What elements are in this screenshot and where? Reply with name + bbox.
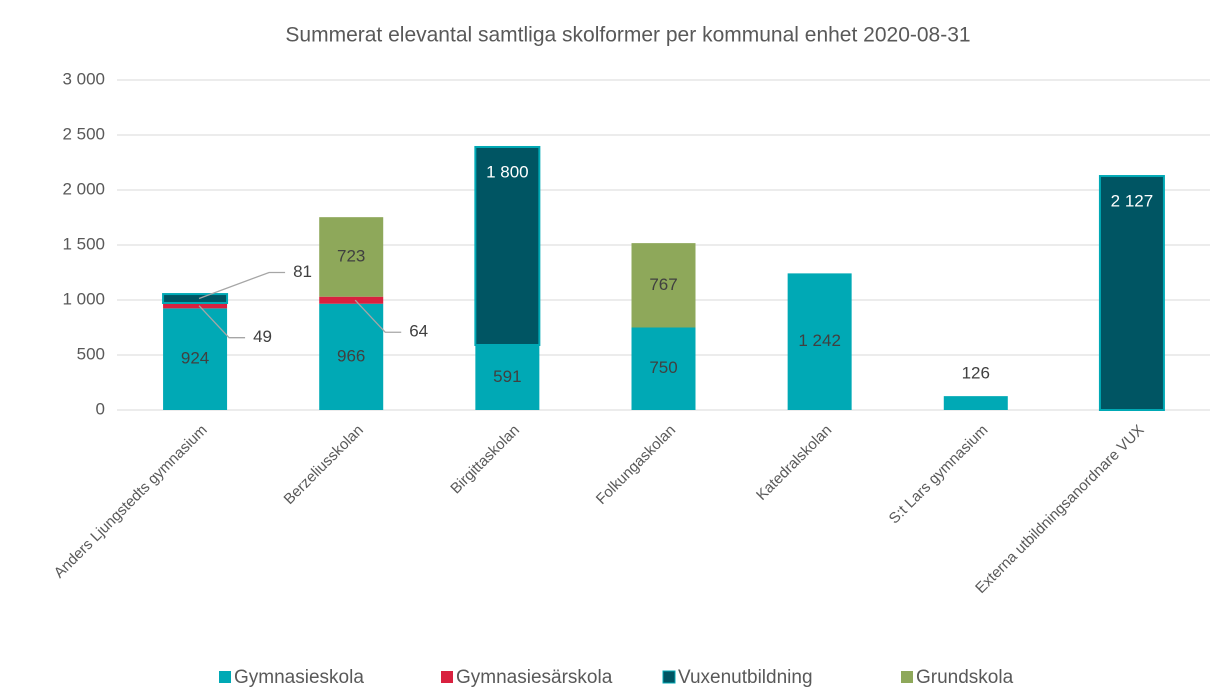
bar-segment — [163, 302, 228, 309]
bar-segment — [943, 396, 1008, 410]
bar-segment — [163, 308, 228, 410]
data-label: 64 — [409, 322, 428, 341]
y-tick-label: 2 000 — [62, 179, 105, 198]
data-label: 1 242 — [798, 331, 841, 350]
bar-segment — [475, 344, 540, 410]
bar-segment — [319, 303, 384, 410]
x-tick-label: Folkungaskolan — [593, 422, 679, 508]
data-label: 966 — [337, 346, 365, 365]
data-label: 81 — [293, 262, 312, 281]
bar-segment — [631, 243, 696, 328]
data-label: 591 — [493, 367, 521, 386]
y-tick-label: 0 — [96, 399, 105, 418]
x-tick-label: Externa utbildningsanordnare VUX — [972, 422, 1147, 597]
data-label: 723 — [337, 246, 365, 265]
y-tick-label: 1 500 — [62, 234, 105, 253]
legend-swatch — [441, 671, 453, 683]
leader-line — [198, 305, 246, 339]
bar-segment — [787, 273, 852, 410]
x-tick-label: Birgittaskolan — [447, 422, 523, 498]
data-label: 750 — [649, 358, 677, 377]
data-label: 924 — [181, 349, 209, 368]
y-tick-label: 1 000 — [62, 289, 105, 308]
bar-segment — [319, 217, 384, 297]
legend-label: Gymnasiesärskola — [456, 667, 613, 688]
y-tick-label: 3 000 — [62, 69, 105, 88]
legend-swatch — [901, 671, 913, 683]
leader-line — [354, 299, 402, 333]
chart-title: Summerat elevantal samtliga skolformer p… — [285, 24, 970, 47]
legend-label: Vuxenutbildning — [678, 667, 813, 688]
x-tick-label: S:t Lars gymnasium — [886, 422, 992, 528]
data-label: 1 800 — [486, 162, 529, 181]
y-tick-label: 500 — [77, 344, 105, 363]
legend-label: Gymnasieskola — [234, 667, 364, 688]
bar-segment — [162, 293, 229, 304]
x-tick-label: Katedralskolan — [753, 422, 835, 504]
data-label: 126 — [962, 364, 990, 383]
data-label: 49 — [253, 327, 272, 346]
bar-segment — [1098, 175, 1165, 411]
bar-segment — [631, 327, 696, 410]
leader-line — [198, 271, 286, 300]
legend-swatch — [219, 671, 231, 683]
x-tick-label: Berzeliusskolan — [281, 422, 367, 508]
data-label: 767 — [649, 275, 677, 294]
x-tick-label: Anders Ljungstedts gymnasium — [51, 422, 211, 582]
y-tick-label: 2 500 — [62, 124, 105, 143]
legend-swatch — [662, 670, 676, 684]
bar-segment — [319, 296, 384, 304]
data-label: 2 127 — [1111, 192, 1154, 211]
bar-segment — [474, 145, 541, 346]
legend-label: Grundskola — [916, 667, 1014, 688]
